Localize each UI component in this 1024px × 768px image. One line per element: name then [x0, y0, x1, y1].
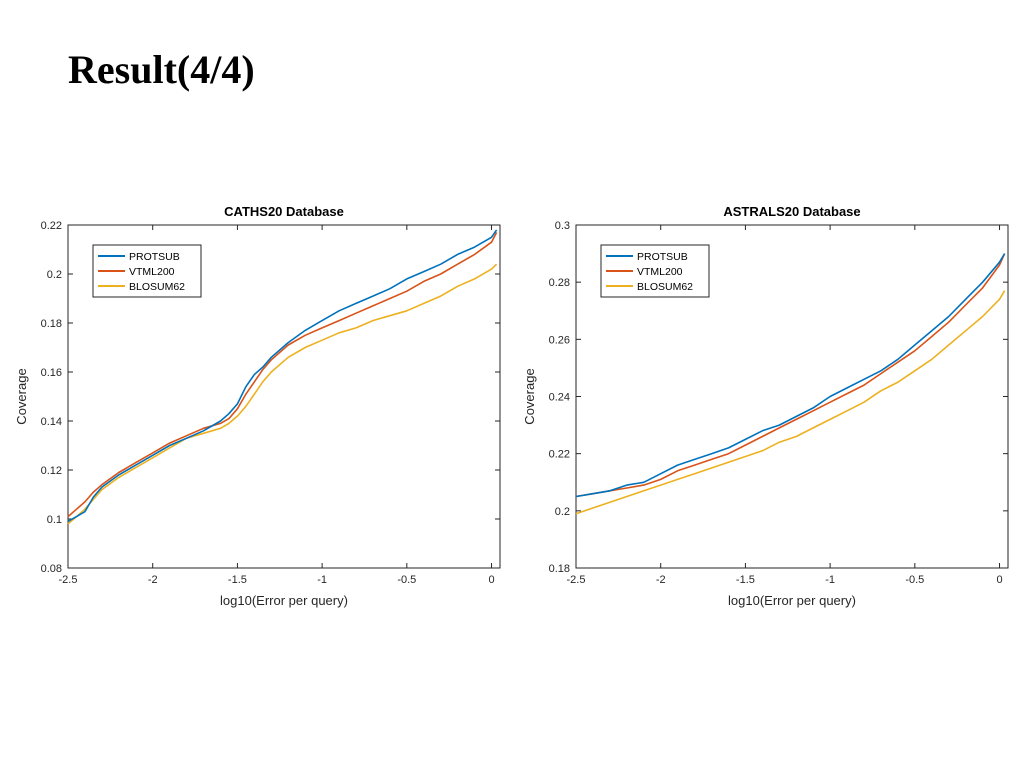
y-tick-label: 0.18 [41, 318, 62, 330]
x-tick-label: -1 [825, 574, 835, 586]
x-tick-label: 0 [996, 574, 1002, 586]
y-axis-label: Coverage [522, 368, 537, 424]
series-line-vtml200 [575, 253, 1006, 498]
legend-entry: VTML200 [129, 266, 175, 278]
legend: PROTSUB VTML200 BLOSUM62 [600, 244, 710, 298]
series-line-protsub [575, 253, 1006, 498]
x-tick-label: -1 [317, 574, 327, 586]
y-tick-label: 0.18 [549, 563, 570, 575]
y-tick-label: 0.14 [41, 416, 62, 428]
x-tick-label: 0 [488, 574, 494, 586]
y-tick-label: 0.22 [549, 449, 570, 461]
x-axis-label: log10(Error per query) [728, 593, 856, 608]
x-tick-label: -2 [148, 574, 158, 586]
legend-entry: PROTSUB [129, 251, 180, 263]
legend-entry: BLOSUM62 [637, 281, 693, 293]
y-tick-label: 0.3 [555, 220, 570, 232]
caths20-chart: CATHS20 Database 0.08 0.1 0.12 0.14 0.16 0.18 0… [14, 204, 501, 608]
y-tick-label: 0.24 [549, 392, 570, 404]
astrals20-chart: ASTRALS20 Database 0.18 0.2 0.22 0.24 0.26 0.2… [522, 204, 1009, 608]
y-tick-label: 0.08 [41, 563, 62, 575]
x-axis-label: log10(Error per query) [220, 593, 348, 608]
series-line-vtml200 [67, 232, 498, 518]
legend-entry: VTML200 [637, 266, 683, 278]
y-tick-label: 0.12 [41, 465, 62, 477]
legend: PROTSUB VTML200 BLOSUM62 [92, 244, 202, 298]
x-tick-label: -2 [656, 574, 666, 586]
x-tick-label: -2.5 [59, 574, 78, 586]
chart-title: ASTRALS20 Database [723, 204, 860, 219]
x-tick-label: -1.5 [736, 574, 755, 586]
y-tick-label: 0.22 [41, 220, 62, 232]
series-line-protsub [67, 229, 498, 523]
slide-title: Result(4/4) [68, 47, 255, 92]
series-line-blosum62 [67, 263, 498, 525]
x-tick-label: -1.5 [228, 574, 247, 586]
chart-title: CATHS20 Database [224, 204, 344, 219]
y-tick-label: 0.28 [549, 277, 570, 289]
x-tick-label: -0.5 [905, 574, 924, 586]
y-tick-label: 0.16 [41, 367, 62, 379]
y-tick-label: 0.1 [47, 514, 62, 526]
y-axis-label: Coverage [14, 368, 29, 424]
y-tick-label: 0.26 [549, 334, 570, 346]
x-tick-label: -0.5 [397, 574, 416, 586]
x-tick-label: -2.5 [567, 574, 586, 586]
legend-entry: PROTSUB [637, 251, 688, 263]
legend-entry: BLOSUM62 [129, 281, 185, 293]
y-tick-label: 0.2 [47, 269, 62, 281]
y-tick-label: 0.2 [555, 506, 570, 518]
series-line-blosum62 [575, 290, 1006, 515]
